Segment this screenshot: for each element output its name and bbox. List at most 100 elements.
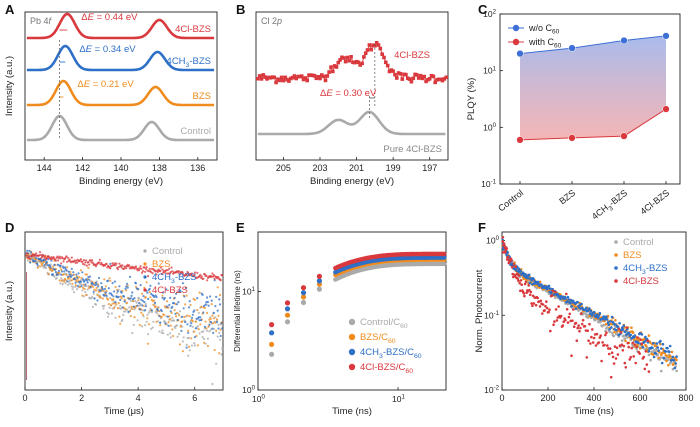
- panel-e-legend-0: Control/C60: [360, 317, 408, 330]
- panel-d-point: [202, 311, 205, 314]
- panel-d-point: [97, 276, 101, 280]
- panel-d-point: [147, 275, 150, 278]
- panel-a-xtick-4: 136: [190, 163, 205, 173]
- panel-b-point-79: [400, 77, 405, 81]
- panel-b-point-20: [292, 74, 297, 78]
- panel-f-point: [664, 350, 667, 353]
- panel-d-point: [122, 295, 126, 298]
- panel-d-point: [43, 260, 46, 263]
- panel-a-xtick-0: 144: [37, 163, 52, 173]
- panel-d-point: [190, 337, 193, 340]
- panel-d-point: [144, 270, 147, 273]
- panel-f-point: [548, 308, 551, 312]
- panel-d-point: [84, 261, 87, 264]
- panel-f-point: [577, 324, 580, 327]
- panel-f-point: [667, 363, 670, 367]
- panel-a-label-1: BZS: [193, 91, 211, 102]
- panel-d-point: [212, 311, 215, 314]
- panel-f-point: [545, 300, 548, 303]
- panel-f-letter: F: [478, 220, 486, 235]
- panel-c-point-0-0: [516, 49, 524, 58]
- panel-c-xtick-2: 4CH3-BZS: [590, 188, 631, 224]
- panel-f-point: [608, 347, 612, 350]
- panel-f-point: [589, 309, 593, 313]
- panel-f-point: [590, 335, 593, 339]
- panel-d-point: [85, 294, 88, 297]
- panel-b-point-37: [323, 78, 328, 83]
- panel-d-point: [113, 307, 116, 310]
- panel-d-point: [166, 315, 169, 318]
- panel-d-point: [81, 271, 84, 274]
- panel-d-point: [213, 348, 216, 352]
- panel-f-point: [613, 345, 617, 348]
- panel-d-point: [134, 306, 137, 309]
- panel-d-point: [164, 322, 167, 325]
- panel-d-point: [83, 287, 86, 291]
- panel-d-point: [137, 288, 140, 291]
- panel-d-point: [91, 261, 95, 265]
- panel-d-point: [114, 301, 117, 304]
- panel-f-point: [662, 356, 666, 360]
- panel-b-point-98: [435, 78, 439, 82]
- panel-d-point: [51, 273, 55, 276]
- panel-f-point: [638, 352, 641, 355]
- panel-d-point: [160, 309, 163, 313]
- panel-d-point: [79, 258, 82, 261]
- panel-b-point-69: [382, 55, 386, 60]
- panel-f-point: [647, 349, 651, 353]
- panel-d-point: [203, 341, 206, 344]
- panel-b-point-54: [354, 59, 359, 64]
- panel-d-point: [107, 287, 110, 290]
- panel-d-point: [116, 306, 119, 310]
- panel-b-point-62: [369, 47, 373, 52]
- panel-d-point: [87, 266, 90, 269]
- panel-d-point: [187, 345, 191, 348]
- panel-f-point: [624, 330, 627, 333]
- panel-d-point: [187, 306, 191, 309]
- panel-d-point: [107, 303, 110, 306]
- panel-d-point: [96, 299, 99, 302]
- panel-d-legend-0: Control: [152, 246, 183, 257]
- panel-d-point: [91, 283, 95, 286]
- panel-d-point: [185, 294, 188, 297]
- panel-f-point: [579, 326, 582, 330]
- panel-d-point: [79, 280, 82, 283]
- panel-d-point: [220, 353, 223, 356]
- panel-d-point: [221, 274, 224, 277]
- panel-d-point: [168, 303, 171, 307]
- panel-c-legend-1: with C60: [528, 37, 562, 50]
- panel-f-point: [588, 307, 591, 310]
- panel-f-point: [636, 336, 639, 339]
- panel-d-point: [208, 330, 211, 333]
- panel-d-point: [91, 305, 95, 308]
- panel-d-point: [193, 336, 197, 339]
- panel-f-point: [580, 322, 584, 326]
- panel-d-point: [208, 323, 211, 326]
- panel-b-inner-label: Cl 2p: [261, 16, 282, 26]
- panel-d-point: [184, 286, 188, 290]
- panel-d-point: [116, 292, 119, 295]
- panel-d-point: [190, 316, 194, 319]
- panel-b-point-18: [288, 76, 293, 81]
- panel-d-point: [48, 264, 52, 267]
- panel-d-point: [119, 298, 122, 302]
- panel-f-point: [568, 302, 572, 305]
- panel-b-point-4: [263, 75, 267, 79]
- panel-d-point: [75, 273, 78, 276]
- panel-d-point: [182, 336, 185, 339]
- panel-f-point: [545, 306, 549, 310]
- panel-d-point: [60, 273, 63, 276]
- panel-d-point: [221, 327, 224, 330]
- panel-d-point: [90, 284, 93, 287]
- panel-d-point: [217, 327, 220, 330]
- panel-d-point: [203, 306, 206, 309]
- panel-f-point: [644, 335, 647, 339]
- panel-d-point: [81, 289, 84, 292]
- panel-f-point: [585, 306, 588, 310]
- panel-d-point: [179, 290, 182, 293]
- panel-d-point: [151, 272, 154, 275]
- panel-d-point: [71, 274, 74, 277]
- panel-d-point: [147, 333, 150, 336]
- panel-b-point-36: [321, 74, 326, 79]
- panel-f-ytick-0: 10-2: [484, 385, 500, 395]
